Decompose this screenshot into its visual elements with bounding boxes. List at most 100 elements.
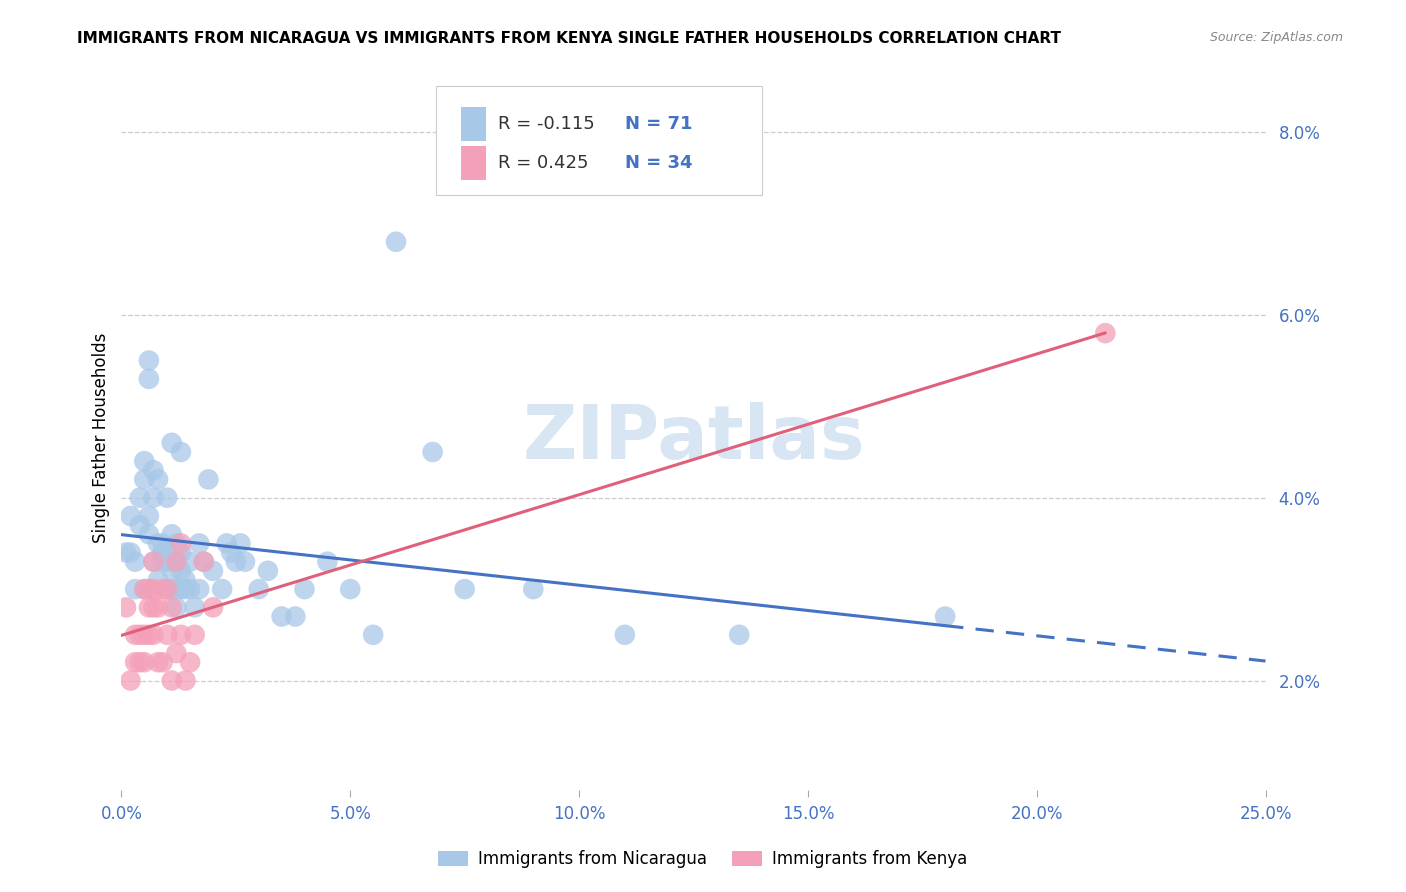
Point (128, 518, 150, 533)
Point (1094, 326, 1116, 340)
Point (174, 673, 197, 688)
Point (152, 536, 174, 550)
Point (257, 564, 280, 578)
Point (188, 536, 211, 550)
Point (183, 628, 205, 642)
Point (138, 628, 160, 642)
Point (134, 628, 156, 642)
Point (170, 564, 193, 578)
Point (188, 582, 211, 596)
Point (160, 564, 183, 578)
Point (152, 655, 174, 669)
Y-axis label: Single Father Households: Single Father Households (93, 333, 110, 543)
Legend: Immigrants from Nicaragua, Immigrants from Kenya: Immigrants from Nicaragua, Immigrants fr… (432, 844, 974, 875)
Point (934, 609, 956, 624)
Point (229, 536, 252, 550)
Point (270, 609, 292, 624)
Text: ZIPatlas: ZIPatlas (522, 401, 865, 475)
Legend: R = -0.115   N = 71, R = 0.425   N = 34: R = -0.115 N = 71, R = 0.425 N = 34 (471, 95, 710, 171)
Point (138, 600, 160, 615)
FancyBboxPatch shape (461, 146, 486, 180)
Point (522, 582, 544, 596)
Point (156, 582, 179, 596)
Point (124, 628, 146, 642)
Point (134, 454, 156, 468)
Point (134, 582, 156, 596)
Point (142, 628, 165, 642)
Point (152, 555, 174, 569)
Point (142, 582, 165, 596)
Point (134, 472, 156, 486)
Point (284, 609, 307, 624)
Point (142, 463, 165, 477)
Text: IMMIGRANTS FROM NICARAGUA VS IMMIGRANTS FROM KENYA SINGLE FATHER HOUSEHOLDS CORR: IMMIGRANTS FROM NICARAGUA VS IMMIGRANTS … (77, 31, 1062, 46)
Point (165, 555, 187, 569)
Point (120, 673, 142, 688)
Point (115, 545, 138, 559)
Point (146, 536, 169, 550)
Point (142, 555, 165, 569)
Point (179, 655, 201, 669)
Point (156, 582, 179, 596)
Point (170, 628, 193, 642)
Point (124, 655, 146, 669)
Point (120, 545, 142, 559)
FancyBboxPatch shape (436, 87, 762, 195)
Point (138, 372, 160, 386)
Point (138, 582, 160, 596)
Point (138, 527, 160, 541)
Point (247, 582, 270, 596)
Point (120, 508, 142, 523)
Point (193, 555, 215, 569)
Point (124, 555, 146, 569)
Point (165, 555, 187, 569)
Point (219, 545, 242, 559)
Point (156, 555, 179, 569)
Point (160, 600, 183, 615)
Point (160, 582, 183, 596)
FancyBboxPatch shape (461, 107, 486, 141)
Point (146, 573, 169, 587)
Point (174, 573, 197, 587)
Point (146, 472, 169, 486)
Point (146, 655, 169, 669)
Point (134, 582, 156, 596)
Point (160, 435, 183, 450)
Point (142, 491, 165, 505)
Text: N = 34: N = 34 (624, 154, 692, 172)
Point (134, 655, 156, 669)
Point (152, 545, 174, 559)
Point (422, 445, 444, 459)
Point (170, 445, 193, 459)
Point (128, 491, 150, 505)
Point (197, 472, 219, 486)
Point (152, 545, 174, 559)
Point (170, 545, 193, 559)
Point (124, 582, 146, 596)
Point (233, 555, 256, 569)
Point (225, 555, 247, 569)
Point (165, 600, 187, 615)
Point (146, 600, 169, 615)
Point (138, 508, 160, 523)
Point (201, 600, 224, 615)
Point (201, 564, 224, 578)
Point (193, 555, 215, 569)
Point (165, 646, 187, 660)
Text: N = 71: N = 71 (624, 115, 692, 133)
Point (128, 655, 150, 669)
Text: R = -0.115: R = -0.115 (498, 115, 595, 133)
Point (170, 536, 193, 550)
Point (160, 527, 183, 541)
Point (339, 582, 361, 596)
Point (183, 600, 205, 615)
Point (316, 555, 339, 569)
Point (165, 582, 187, 596)
Point (156, 545, 179, 559)
Point (179, 555, 201, 569)
Point (128, 628, 150, 642)
Point (152, 582, 174, 596)
Text: Source: ZipAtlas.com: Source: ZipAtlas.com (1209, 31, 1343, 45)
Point (160, 673, 183, 688)
Point (179, 582, 201, 596)
